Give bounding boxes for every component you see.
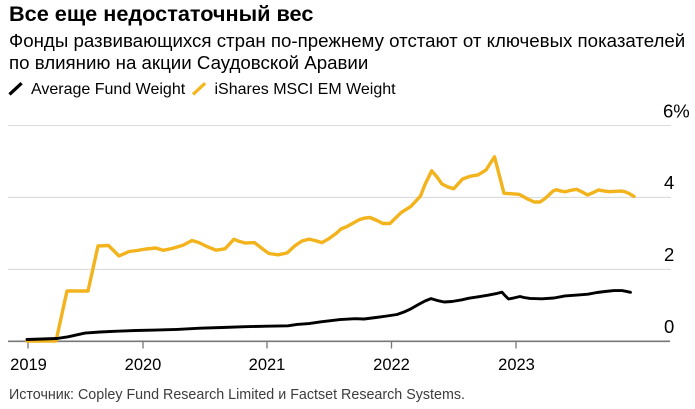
svg-text:2021: 2021	[249, 356, 286, 374]
svg-text:0: 0	[664, 316, 674, 337]
svg-text:2022: 2022	[373, 356, 410, 374]
svg-text:4: 4	[664, 172, 674, 193]
svg-text:2019: 2019	[10, 356, 47, 374]
svg-text:2: 2	[664, 244, 674, 265]
svg-text:6%: 6%	[663, 101, 690, 122]
svg-text:2023: 2023	[498, 356, 535, 374]
svg-text:2020: 2020	[125, 356, 162, 374]
